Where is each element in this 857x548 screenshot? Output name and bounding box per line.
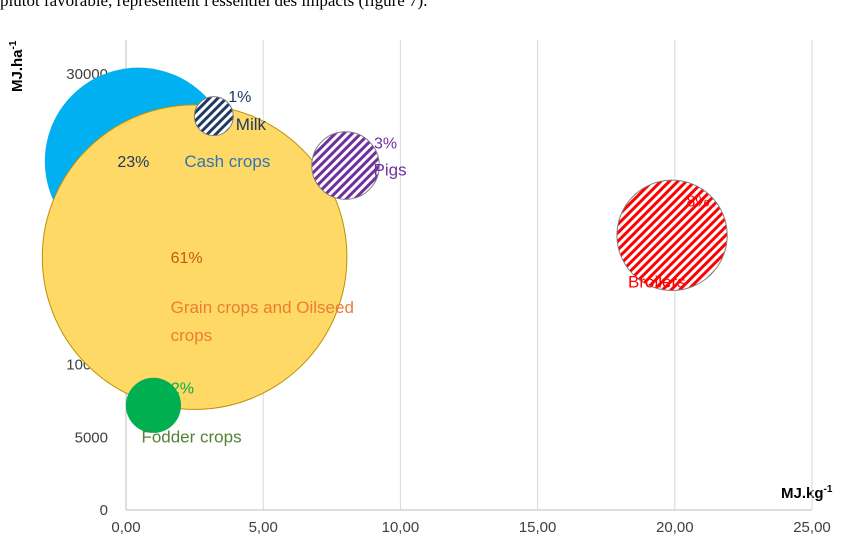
data-label-name: Broilers xyxy=(628,272,686,291)
data-label-name: Pigs xyxy=(374,161,407,180)
x-tick-label: 10,00 xyxy=(382,519,420,536)
x-tick-label: 5,00 xyxy=(249,519,278,536)
x-axis-label-exponent: -1 xyxy=(823,484,833,495)
data-label-name: Grain crops and Oilseed xyxy=(171,298,354,317)
data-label-pct: 23% xyxy=(117,154,149,171)
gridlines xyxy=(262,40,813,510)
data-label-name: crops xyxy=(171,326,213,345)
bubble-point xyxy=(193,96,234,137)
data-label-pct: 61% xyxy=(171,250,203,267)
data-label-name: Milk xyxy=(236,115,267,134)
data-label-name: Cash crops xyxy=(184,152,270,171)
bubble-point xyxy=(41,104,348,410)
data-label-name: Fodder crops xyxy=(141,427,241,446)
x-axis-label-base: MJ.kg xyxy=(781,485,824,502)
x-axis-label: MJ.kg-1 xyxy=(781,484,832,502)
x-tick-label: 0,00 xyxy=(111,519,140,536)
context-text: plutôt favorable, représentent l'essenti… xyxy=(0,0,428,10)
data-label-pct: 3% xyxy=(374,136,397,153)
bubble-point xyxy=(311,131,380,200)
data-label-pct: 8% xyxy=(686,193,709,210)
x-tick-label: 25,00 xyxy=(793,519,831,536)
data-label-pct: 1% xyxy=(228,89,251,106)
y-tick-label: 5000 xyxy=(75,429,108,446)
x-tick-label: 20,00 xyxy=(656,519,694,536)
x-tick-label: 15,00 xyxy=(519,519,557,536)
bubble-point xyxy=(125,377,182,433)
data-labels: 23% Cash crops 61% Grain crops and Oilseed c… xyxy=(117,89,709,446)
bubble-point xyxy=(616,179,728,291)
bubbles xyxy=(41,67,728,433)
data-label-pct: 2% xyxy=(171,380,194,397)
y-tick-label: 0 xyxy=(100,502,108,519)
